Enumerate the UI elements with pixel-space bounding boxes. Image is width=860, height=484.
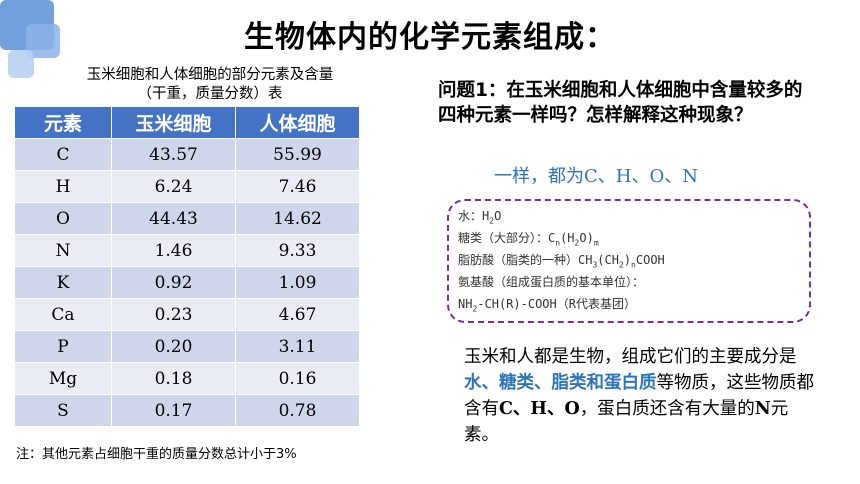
sugar-label: 糖类（大部分）： <box>458 231 549 245</box>
fat-cooh: COOH <box>635 253 665 267</box>
cell-element: S <box>14 394 112 427</box>
amino-rest: -CH(R)-COOH（R代表基团） <box>477 297 636 311</box>
element-table: 元素 玉米细胞 人体细胞 C 43.57 55.99 H 6.24 7.46 O 44.4… <box>14 106 360 427</box>
cell-element: H <box>14 170 112 203</box>
table-caption: 玉米细胞和人体细胞的部分元素及含量 （干重，质量分数）表 <box>60 66 360 104</box>
cell-corn: 43.57 <box>111 138 236 171</box>
water-o: O <box>494 209 502 223</box>
cell-element: K <box>14 266 112 299</box>
sugar-sub-m: m <box>593 238 599 248</box>
question-text: 问题1：在玉米细胞和人体细胞中含量较多的四种元素一样吗？怎样解释这种现象？ <box>438 80 803 126</box>
sugar-h: (H <box>560 231 575 245</box>
cell-human: 4.67 <box>235 298 360 331</box>
cell-human: 14.62 <box>235 202 360 235</box>
explanation-paragraph: 玉米和人都是生物，组成它们的主要成分是水、糖类、脂类和蛋白质等物质，这些物质都含… <box>464 344 814 448</box>
cell-corn: 0.23 <box>111 298 236 331</box>
header-corn: 玉米细胞 <box>111 106 236 139</box>
table-row: N 1.46 9.33 <box>14 234 360 267</box>
water-label: 水： <box>458 209 483 223</box>
table-row: P 0.20 3.11 <box>14 330 360 363</box>
fat-label: 脂肪酸（脂类的一种） <box>458 253 579 267</box>
table-row: S 0.17 0.78 <box>14 394 360 427</box>
fat-sub-n: n <box>631 260 636 270</box>
fat-paren: ) <box>623 253 632 267</box>
cell-element: P <box>14 330 112 363</box>
cell-element: Mg <box>14 362 112 395</box>
table-row: K 0.92 1.09 <box>14 266 360 299</box>
table-caption-line2: （干重，质量分数）表 <box>137 86 283 102</box>
amino-label: 氨基酸（组成蛋白质的基本单位）： <box>458 275 645 289</box>
fat-sub-2: 2 <box>618 260 624 270</box>
footnote: 注：其他元素占细胞干重的质量分数总计小于3% <box>16 447 297 462</box>
cell-element: Ca <box>14 298 112 331</box>
cell-corn: 0.92 <box>111 266 236 299</box>
sugar-sub-2: 2 <box>574 238 580 248</box>
cell-human: 55.99 <box>235 138 360 171</box>
cell-human: 0.78 <box>235 394 360 427</box>
amino-sub: 2 <box>472 304 478 314</box>
sugar-sub-n: n <box>555 238 561 248</box>
cell-corn: 44.43 <box>111 202 236 235</box>
answer-text: 一样，都为C、H、O、N <box>494 166 698 187</box>
header-element: 元素 <box>14 106 112 139</box>
para-part1: 玉米和人都是生物，组成它们的主要成分是 <box>464 347 797 367</box>
table-row: O 44.43 14.62 <box>14 202 360 235</box>
formula-fatty-acid: 脂肪酸（脂类的一种）CH3(CH2)nCOOH <box>458 251 665 269</box>
cell-corn: 0.17 <box>111 394 236 427</box>
fat-ch2: (CH <box>597 253 619 267</box>
para-bold-cho: C、H、O <box>499 399 580 419</box>
table-caption-line1: 玉米细胞和人体细胞的部分元素及含量 <box>86 67 334 83</box>
amino-nh: NH <box>458 297 473 311</box>
table-row: Mg 0.18 0.16 <box>14 362 360 395</box>
cell-human: 9.33 <box>235 234 360 267</box>
cell-human: 0.16 <box>235 362 360 395</box>
cell-corn: 0.18 <box>111 362 236 395</box>
sugar-o: O) <box>579 231 594 245</box>
fat-sub-3: 3 <box>592 260 598 270</box>
formula-amino-label: 氨基酸（组成蛋白质的基本单位）： <box>458 273 644 290</box>
cell-element: C <box>14 138 112 171</box>
table-row: Ca 0.23 4.67 <box>14 298 360 331</box>
formula-box <box>447 199 811 323</box>
para-part2: 等物质，这些物质都含有 <box>464 373 814 419</box>
cell-corn: 0.20 <box>111 330 236 363</box>
water-sub: 2 <box>489 216 495 226</box>
cell-corn: 6.24 <box>111 170 236 203</box>
table-header-row: 元素 玉米细胞 人体细胞 <box>14 106 360 139</box>
para-part3: ，蛋白质还含有大量的 <box>579 399 755 419</box>
sugar-c: C <box>548 231 556 245</box>
para-bold-n: N <box>754 399 771 419</box>
header-human: 人体细胞 <box>235 106 360 139</box>
decor-square-small <box>8 50 34 78</box>
formula-amino: NH2-CH(R)-COOH（R代表基团） <box>458 295 636 313</box>
para-part4: 元素。 <box>464 399 789 445</box>
fat-ch3: CH <box>578 253 593 267</box>
para-highlight: 水、糖类、脂类和蛋白质 <box>464 373 657 393</box>
formula-sugar: 糖类（大部分）：Cn(H2O)m <box>458 229 599 247</box>
table-row: H 6.24 7.46 <box>14 170 360 203</box>
formula-water: 水：H2O <box>458 207 501 225</box>
water-h: H <box>482 209 490 223</box>
cell-human: 3.11 <box>235 330 360 363</box>
cell-human: 7.46 <box>235 170 360 203</box>
table-row: C 43.57 55.99 <box>14 138 360 171</box>
cell-element: O <box>14 202 112 235</box>
cell-corn: 1.46 <box>111 234 236 267</box>
slide-title: 生物体内的化学元素组成： <box>244 20 616 55</box>
cell-element: N <box>14 234 112 267</box>
cell-human: 1.09 <box>235 266 360 299</box>
